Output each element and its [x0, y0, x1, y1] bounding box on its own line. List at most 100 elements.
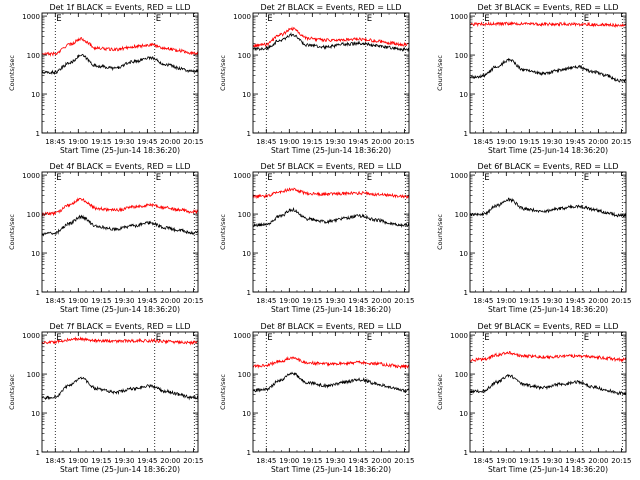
series-line-events — [41, 214, 199, 237]
x-tick-label: 19:15 — [302, 297, 322, 305]
chart-title: Det 5f BLACK = Events, RED = LLD — [260, 162, 401, 171]
x-tick-label: 20:00 — [588, 457, 608, 465]
x-axis-label: Start Time (25-Jun-14 18:36:20) — [488, 305, 608, 314]
y-axis-label: Counts/sec — [8, 374, 16, 410]
series-line-events — [469, 197, 627, 218]
marker-label: E — [367, 14, 372, 24]
y-tick-label: 1 — [36, 449, 40, 457]
marker-label: E — [156, 14, 161, 24]
x-tick-label: 20:15 — [394, 297, 414, 305]
series-line-events — [41, 53, 199, 76]
x-tick-label: 19:00 — [496, 297, 516, 305]
x-tick-label: 19:15 — [91, 457, 111, 465]
y-tick-label: 1000 — [450, 332, 468, 340]
series-line-lld — [469, 350, 627, 363]
series-line-events — [469, 57, 627, 83]
y-tick-label: 1 — [36, 130, 40, 138]
y-axis-label: Counts/sec — [436, 214, 444, 250]
y-tick-label: 10 — [459, 410, 468, 418]
series-line-events — [252, 31, 410, 53]
marker-label: E — [367, 173, 372, 183]
x-tick-label: 19:15 — [519, 138, 539, 146]
x-tick-label: 19:00 — [496, 138, 516, 146]
y-tick-label: 1 — [247, 130, 251, 138]
x-tick-label: 20:00 — [371, 297, 391, 305]
x-tick-label: 19:00 — [496, 457, 516, 465]
x-tick-label: 20:15 — [394, 457, 414, 465]
x-tick-label: 19:45 — [565, 457, 585, 465]
marker-label: E — [267, 173, 272, 183]
x-tick-label: 19:00 — [279, 297, 299, 305]
series-line-lld — [252, 187, 410, 200]
y-tick-label: 10 — [459, 250, 468, 258]
x-tick-label: 20:00 — [371, 138, 391, 146]
series-line-lld — [41, 197, 199, 217]
y-tick-label: 1000 — [22, 332, 40, 340]
x-tick-label: 19:45 — [137, 457, 157, 465]
y-tick-label: 100 — [455, 211, 468, 219]
series-line-lld — [41, 336, 199, 346]
panel-det-6: Det 6f BLACK = Events, RED = LLD 1 10 100 10… — [436, 162, 631, 314]
plot-frame — [252, 12, 410, 134]
y-tick-label: 1000 — [233, 172, 251, 180]
series-line-lld — [252, 26, 410, 48]
y-tick-label: 100 — [27, 211, 40, 219]
x-tick-label: 19:45 — [348, 457, 368, 465]
x-tick-label: 19:15 — [302, 138, 322, 146]
y-tick-label: 10 — [242, 250, 251, 258]
x-tick-label: 19:00 — [68, 138, 88, 146]
marker-label: E — [484, 14, 489, 24]
x-axis-label: Start Time (25-Jun-14 18:36:20) — [60, 305, 180, 314]
x-tick-label: 19:30 — [325, 457, 345, 465]
x-tick-label: 20:15 — [611, 138, 631, 146]
x-axis-label: Start Time (25-Jun-14 18:36:20) — [60, 465, 180, 474]
series-line-events — [252, 371, 410, 393]
chart-title: Det 8f BLACK = Events, RED = LLD — [260, 322, 401, 331]
marker-label: E — [584, 14, 589, 24]
x-tick-label: 18:45 — [256, 457, 276, 465]
chart-title: Det 3f BLACK = Events, RED = LLD — [477, 3, 618, 12]
chart-title: Det 2f BLACK = Events, RED = LLD — [260, 3, 401, 12]
chart-title: Det 7f BLACK = Events, RED = LLD — [49, 322, 190, 331]
series-line-lld — [469, 20, 627, 28]
x-axis-label: Start Time (25-Jun-14 18:36:20) — [271, 146, 391, 155]
series-line-lld — [252, 356, 410, 370]
y-tick-label: 10 — [31, 91, 40, 99]
y-axis-label: Counts/sec — [219, 374, 227, 410]
x-tick-label: 19:30 — [542, 138, 562, 146]
y-axis-label: Counts/sec — [436, 374, 444, 410]
panel-det-5: Det 5f BLACK = Events, RED = LLD 1 10 100 10… — [219, 162, 414, 314]
y-tick-label: 1 — [464, 289, 468, 297]
marker-label: E — [156, 173, 161, 183]
x-axis-label: Start Time (25-Jun-14 18:36:20) — [271, 465, 391, 474]
marker-label: E — [584, 333, 589, 343]
y-axis-label: Counts/sec — [8, 214, 16, 250]
x-tick-label: 19:30 — [114, 457, 134, 465]
y-tick-label: 100 — [455, 52, 468, 60]
y-tick-label: 100 — [238, 52, 251, 60]
x-tick-label: 18:45 — [45, 138, 65, 146]
x-tick-label: 20:15 — [611, 457, 631, 465]
panel-det-7: Det 7f BLACK = Events, RED = LLD 1 10 100 10… — [8, 322, 203, 474]
x-tick-label: 20:00 — [588, 138, 608, 146]
plot-frame — [469, 12, 627, 134]
y-tick-label: 1000 — [22, 172, 40, 180]
x-tick-label: 18:45 — [473, 457, 493, 465]
x-axis-label: Start Time (25-Jun-14 18:36:20) — [488, 465, 608, 474]
marker-label: E — [156, 333, 161, 343]
panel-det-1: Det 1f BLACK = Events, RED = LLD 1 10 100 10… — [8, 3, 203, 155]
y-tick-label: 1000 — [233, 13, 251, 21]
y-tick-label: 1000 — [450, 13, 468, 21]
y-axis-label: Counts/sec — [219, 214, 227, 250]
plot-frame — [252, 171, 410, 293]
panel-det-9: Det 9f BLACK = Events, RED = LLD 1 10 100 10… — [436, 322, 631, 474]
x-tick-label: 19:15 — [302, 457, 322, 465]
x-tick-label: 18:45 — [256, 138, 276, 146]
plot-frame — [41, 331, 199, 453]
marker-label: E — [484, 333, 489, 343]
panel-det-3: Det 3f BLACK = Events, RED = LLD 1 10 100 10… — [436, 3, 631, 155]
series-line-events — [252, 207, 410, 229]
x-tick-label: 19:45 — [348, 138, 368, 146]
plot-frame — [41, 171, 199, 293]
